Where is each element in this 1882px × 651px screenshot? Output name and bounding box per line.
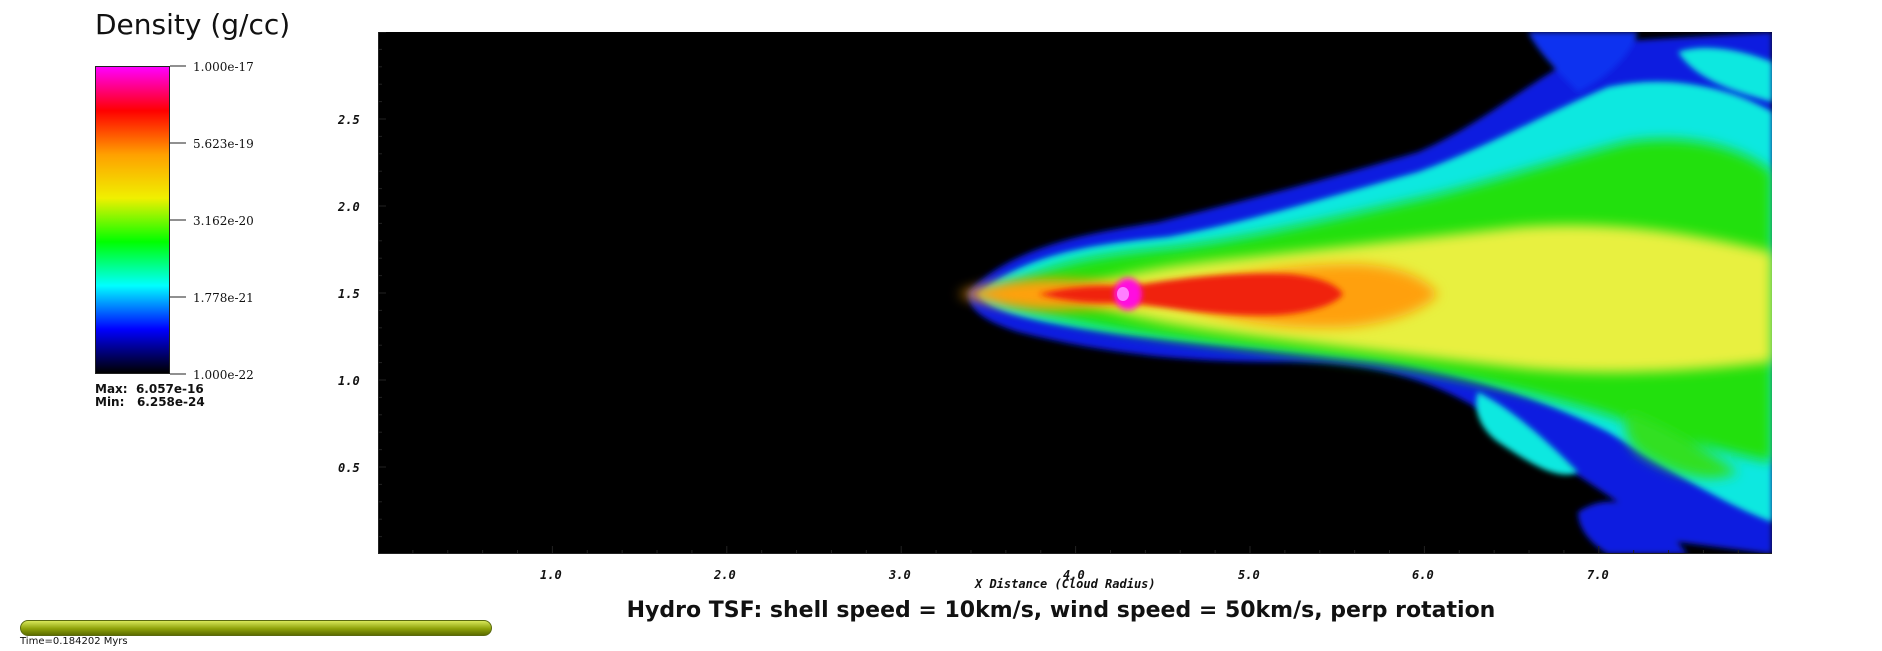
y-axis-ticks [378,32,386,554]
colorbar-tick-label: 5.623e-19 [193,137,254,151]
colorbar-tick-label: 1.000e-17 [193,60,254,74]
legend-max-label: Max: [95,382,128,396]
plume-red-layer [1038,273,1343,316]
x-tick-label: 2.0 [714,568,736,582]
cloud-core [1114,278,1142,310]
legend-max-value: 6.057e-16 [135,382,204,396]
y-tick-label: 2.5 [338,113,360,127]
colorbar-ticks [170,65,186,375]
legend-min-value: 6.258e-24 [136,395,205,409]
y-tick-label: 0.5 [338,461,360,475]
time-slider-bar[interactable] [20,620,492,636]
x-tick-label: 7.0 [1587,568,1609,582]
y-tick-label: 1.5 [338,287,360,301]
x-axis-label: X Distance (Cloud Radius) [975,577,1156,591]
y-tick-label: 1.0 [338,374,360,388]
legend-title: Density (g/cc) [95,8,291,41]
y-tick-label: 2.0 [338,200,360,214]
colorbar-tick-label: 3.162e-20 [193,214,254,228]
density-colorbar [95,66,170,374]
x-tick-label: 5.0 [1238,568,1260,582]
colorbar-tick-label: 1.778e-21 [193,291,254,305]
x-tick-label: 6.0 [1412,568,1434,582]
plot-title: Hydro TSF: shell speed = 10km/s, wind sp… [626,598,1496,623]
legend-min-label: Min: [95,395,125,409]
colorbar-tick-label: 1.000e-22 [193,368,254,382]
x-tick-label: 1.0 [540,568,562,582]
legend-max: Max: 6.057e-16 [95,382,204,396]
x-tick-label: 3.0 [889,568,911,582]
x-axis-ticks [378,546,1739,554]
x-tick-label: 4.0 [1063,568,1085,582]
legend-min: Min: 6.258e-24 [95,395,205,409]
density-plot [378,32,1772,554]
time-label: Time=0.184202 Myrs [20,636,128,647]
